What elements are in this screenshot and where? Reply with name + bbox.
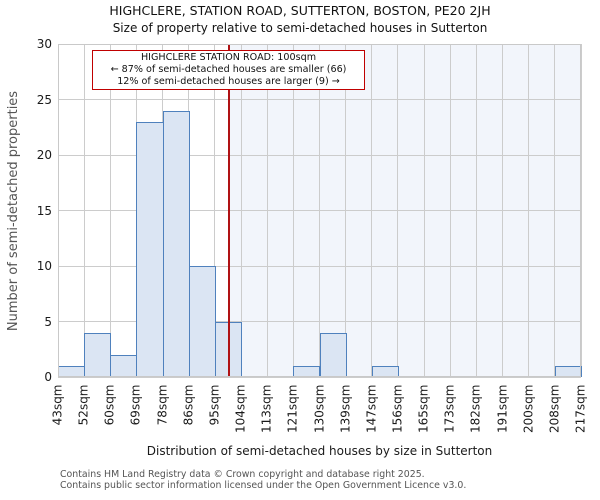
histogram-bar <box>554 365 582 377</box>
histogram-bar <box>162 110 190 377</box>
y-tick-label: 10 <box>36 259 52 273</box>
property-size-marker-line <box>228 44 231 377</box>
histogram-bar <box>188 266 216 377</box>
y-tick-label: 0 <box>44 370 52 384</box>
horizontal-gridline <box>58 376 581 378</box>
horizontal-gridline <box>58 43 581 45</box>
chart-title: HIGHCLERE, STATION ROAD, SUTTERTON, BOST… <box>109 3 491 18</box>
horizontal-gridline <box>58 321 581 322</box>
plot-area <box>57 43 582 378</box>
y-axis-title: Number of semi-detached properties <box>6 90 21 332</box>
histogram-bar <box>136 121 164 377</box>
vertical-gridline <box>580 44 582 377</box>
histogram-bar <box>110 354 138 377</box>
horizontal-gridline <box>58 265 581 267</box>
horizontal-gridline <box>58 210 581 211</box>
histogram-bar <box>319 332 347 377</box>
attribution-line-1: Contains HM Land Registry data © Crown c… <box>60 469 425 480</box>
y-tick-label: 25 <box>36 92 52 107</box>
chart-subtitle: Size of property relative to semi-detach… <box>112 21 488 35</box>
histogram-bar <box>84 332 112 377</box>
marker-annotation-callout: HIGHCLERE STATION ROAD: 100sqm ← 87% of … <box>92 50 365 90</box>
histogram-bar <box>58 365 86 377</box>
annotation-larger-stat: 12% of semi-detached houses are larger (… <box>117 76 340 87</box>
annotation-property-size: HIGHCLERE STATION ROAD: 100sqm <box>140 52 317 63</box>
x-axis-title: Distribution of semi-detached houses by … <box>146 444 493 458</box>
annotation-smaller-stat: ← 87% of semi-detached houses are smalle… <box>110 64 347 75</box>
y-tick-label: 15 <box>36 203 52 218</box>
histogram-bar <box>293 365 321 377</box>
horizontal-gridline <box>58 154 581 156</box>
histogram-bar <box>371 365 399 377</box>
attribution-line-2: Contains public sector information licen… <box>60 480 467 491</box>
horizontal-gridline <box>58 99 581 100</box>
y-tick-label: 20 <box>36 148 52 162</box>
y-tick-label: 30 <box>36 37 52 51</box>
y-tick-label: 5 <box>44 314 52 329</box>
